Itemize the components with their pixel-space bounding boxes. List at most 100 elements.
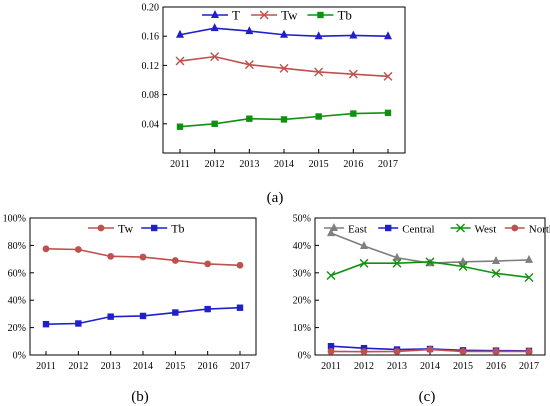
- x-tick-label: 2014: [420, 361, 440, 372]
- data-point-central: [360, 344, 368, 352]
- caption-a: (a): [267, 190, 284, 206]
- data-point-northeast: [327, 348, 335, 355]
- data-point-central: [327, 343, 335, 350]
- x-tick-label: 2012: [205, 159, 225, 170]
- data-point-east: [492, 256, 500, 265]
- data-point-tb: [204, 305, 211, 313]
- y-tick-label: 100%: [3, 214, 26, 225]
- data-point-tb: [107, 313, 114, 320]
- data-point-tb: [384, 109, 392, 117]
- data-point-northeast: [459, 348, 467, 355]
- x-tick-label: 2015: [309, 159, 329, 170]
- y-tick-label: 0.16: [142, 32, 160, 43]
- x-tick-label: 2015: [453, 361, 473, 372]
- data-point-tw: [210, 52, 220, 62]
- data-point-t: [349, 30, 358, 39]
- x-tick-label: 2017: [378, 159, 398, 170]
- data-point-east: [360, 240, 368, 249]
- legend-swatch-marker: [97, 224, 105, 232]
- data-point-east: [393, 252, 401, 261]
- x-tick-label: 2012: [354, 361, 374, 372]
- y-tick-label: 50%: [293, 214, 311, 225]
- legend-swatch-marker: [330, 223, 338, 231]
- data-point-west: [392, 258, 402, 268]
- data-point-t: [245, 26, 254, 35]
- x-tick-label: 2017: [230, 361, 250, 372]
- data-point-northeast: [492, 348, 500, 355]
- data-point-tb: [172, 309, 179, 316]
- y-tick-label: 40%: [8, 296, 26, 307]
- caption-c: (c): [419, 389, 436, 405]
- legend-swatch-marker: [385, 224, 392, 232]
- data-point-tw: [236, 261, 244, 269]
- data-point-tb: [42, 320, 50, 328]
- data-point-northeast: [525, 348, 533, 355]
- data-point-t: [176, 29, 184, 38]
- data-point-east: [459, 256, 467, 265]
- data-point-t: [314, 31, 323, 40]
- legend-label-east: East: [348, 224, 367, 236]
- data-point-west: [326, 271, 336, 281]
- data-point-t: [210, 23, 219, 32]
- x-tick-label: 2015: [165, 361, 185, 372]
- x-tick-label: 2016: [198, 361, 218, 372]
- x-tick-label: 2013: [101, 361, 121, 372]
- data-point-tw: [175, 56, 185, 66]
- data-point-tb: [139, 312, 147, 320]
- data-point-east: [327, 228, 335, 237]
- data-point-east: [525, 254, 533, 263]
- data-point-tb: [75, 320, 82, 327]
- chart-panel-c: 0% 10% 20% 30% 40% 50% 2011 2012 2013 2014 2015 201…: [293, 214, 550, 373]
- legend-label-tb: Tb: [171, 222, 184, 236]
- legend-label-tw: Tw: [281, 8, 298, 23]
- y-tick-label: 30%: [293, 268, 311, 279]
- legend-label-northeast: Northeast: [529, 224, 550, 236]
- y-tick-label: 80%: [8, 241, 26, 252]
- data-point-t: [280, 29, 288, 38]
- data-point-tb: [350, 110, 357, 117]
- plot-frame: [29, 217, 257, 356]
- x-tick-label: 2012: [68, 361, 88, 372]
- x-tick-label: 2013: [387, 361, 407, 372]
- legend-label-t: T: [232, 8, 240, 23]
- data-point-tb: [236, 304, 244, 311]
- y-tick-label: 0.20: [142, 3, 160, 14]
- data-point-tw: [244, 60, 254, 70]
- y-tick-label: 0%: [13, 351, 26, 362]
- data-point-tw: [348, 69, 358, 79]
- data-point-tb: [246, 115, 253, 122]
- x-tick-label: 2016: [486, 361, 506, 372]
- data-point-tw: [42, 245, 50, 253]
- y-tick-label: 0.08: [142, 90, 160, 101]
- data-point-west: [491, 268, 501, 278]
- data-point-tw: [314, 67, 324, 77]
- plot-frame: [162, 6, 406, 154]
- y-tick-label: 0%: [298, 351, 311, 362]
- data-point-t: [384, 31, 392, 40]
- legend-swatch-marker: [456, 223, 466, 233]
- caption-b: (b): [131, 389, 149, 405]
- data-point-west: [425, 257, 435, 267]
- x-tick-label: 2014: [133, 361, 153, 372]
- x-tick-label: 2013: [239, 159, 259, 170]
- legend-label-tw: Tw: [118, 222, 133, 236]
- y-tick-label: 40%: [293, 241, 311, 252]
- x-tick-label: 2016: [343, 159, 363, 170]
- y-tick-label: 10%: [293, 323, 311, 334]
- x-tick-label: 2011: [321, 361, 341, 372]
- legend-swatch-marker: [151, 224, 158, 232]
- plot-frame: [314, 217, 546, 356]
- x-tick-label: 2014: [274, 159, 294, 170]
- data-point-northeast: [360, 348, 368, 356]
- legend-swatch-marker: [317, 11, 324, 19]
- x-tick-label: 2011: [36, 361, 56, 372]
- data-point-tw: [279, 63, 289, 73]
- data-point-west: [458, 262, 468, 271]
- data-point-tw: [139, 253, 147, 261]
- data-point-tw: [74, 246, 82, 253]
- data-point-tb: [176, 123, 184, 130]
- y-tick-label: 0.12: [142, 61, 160, 72]
- legend-label-central: Central: [402, 224, 434, 236]
- legend-swatch-marker: [259, 10, 269, 20]
